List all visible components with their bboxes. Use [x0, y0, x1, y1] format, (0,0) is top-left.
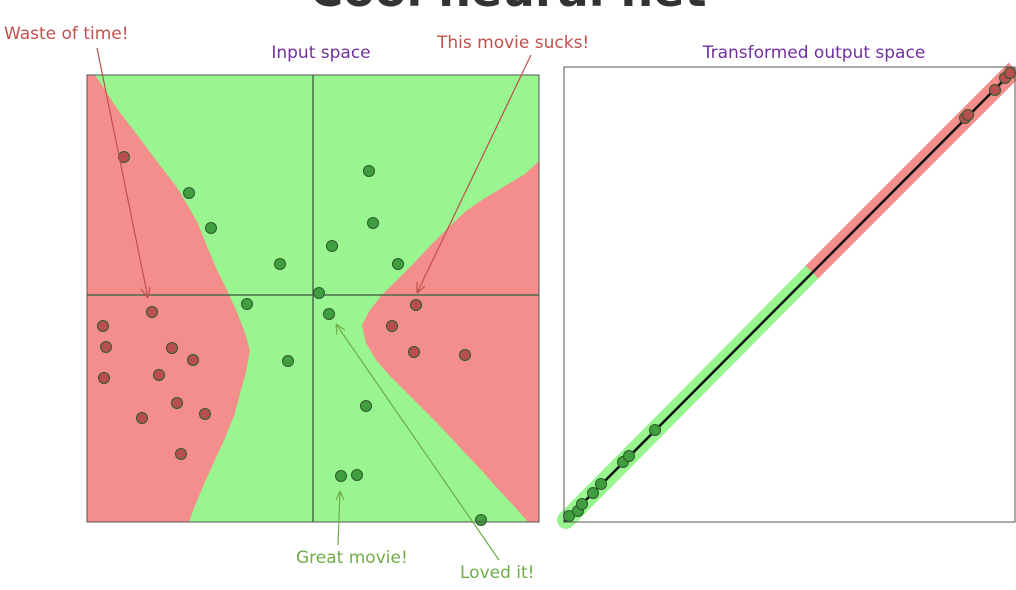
negative-region-right: [362, 161, 539, 522]
negative-review-point: [118, 151, 130, 163]
negative-output-point: [1004, 67, 1016, 79]
arrowhead-waste-of-time: [140, 286, 151, 299]
negative-review-point: [410, 299, 422, 311]
arrow-loved-it: [335, 323, 500, 561]
negative-output-point: [989, 84, 1001, 96]
arrow-great-movie: [337, 490, 341, 546]
negative-review-point: [175, 448, 187, 460]
input-space-panel: Input space: [86, 43, 540, 526]
output-space-panel: Transformed output space: [557, 43, 1016, 529]
positive-review-point: [360, 400, 372, 412]
positive-output-point: [587, 487, 599, 499]
positive-review-point: [392, 258, 404, 270]
negative-review-point: [97, 320, 109, 332]
arrow-this-movie-sucks: [416, 54, 532, 294]
positive-review-point: [351, 469, 363, 481]
negative-review-point: [459, 349, 471, 361]
annotation-great-movie: Great movie!: [296, 548, 408, 568]
negative-review-point: [146, 306, 158, 318]
annotation-this-movie-sucks: This movie sucks!: [436, 33, 589, 53]
input-space-title: Input space: [271, 43, 370, 63]
positive-review-point: [205, 222, 217, 234]
negative-review-point: [98, 372, 110, 384]
arrowhead-this-movie-sucks: [416, 282, 426, 294]
positive-output-point: [576, 498, 588, 510]
negative-review-point: [136, 412, 148, 424]
annotation-loved-it: Loved it!: [460, 563, 535, 583]
negative-review-point: [171, 397, 183, 409]
arrowhead-great-movie: [335, 490, 345, 501]
annotations: Waste of time! This movie sucks! Great m…: [4, 24, 589, 583]
output-data-points: [563, 67, 1016, 522]
negative-review-point: [408, 346, 420, 358]
positive-review-point: [274, 258, 286, 270]
negative-review-point: [187, 354, 199, 366]
arrowhead-loved-it: [335, 323, 346, 336]
positive-review-point: [326, 240, 338, 252]
positive-review-point: [282, 355, 294, 367]
output-space-frame: [563, 66, 1016, 523]
positive-review-point: [475, 514, 487, 526]
negative-review-point: [386, 320, 398, 332]
positive-output-point: [595, 478, 607, 490]
negative-review-point: [166, 342, 178, 354]
positive-review-point: [241, 298, 253, 310]
input-space-frame: [86, 74, 540, 523]
positive-output-point: [623, 450, 635, 462]
annotation-waste-of-time: Waste of time!: [4, 24, 129, 44]
negative-output-point: [962, 109, 974, 121]
slide-title: Cool neural net: [310, 0, 707, 17]
arrow-waste-of-time: [96, 47, 149, 299]
positive-review-point: [313, 287, 325, 299]
output-space-title: Transformed output space: [702, 43, 926, 63]
input-data-points: [97, 151, 487, 526]
positive-review-point: [335, 470, 347, 482]
positive-output-point: [649, 424, 661, 436]
negative-review-point: [153, 369, 165, 381]
negative-review-point: [100, 341, 112, 353]
positive-review-point: [363, 165, 375, 177]
positive-review-point: [323, 308, 335, 320]
positive-review-point: [183, 187, 195, 199]
output-diagonal-line: [563, 68, 1016, 523]
negative-review-point: [199, 408, 211, 420]
positive-review-point: [367, 217, 379, 229]
